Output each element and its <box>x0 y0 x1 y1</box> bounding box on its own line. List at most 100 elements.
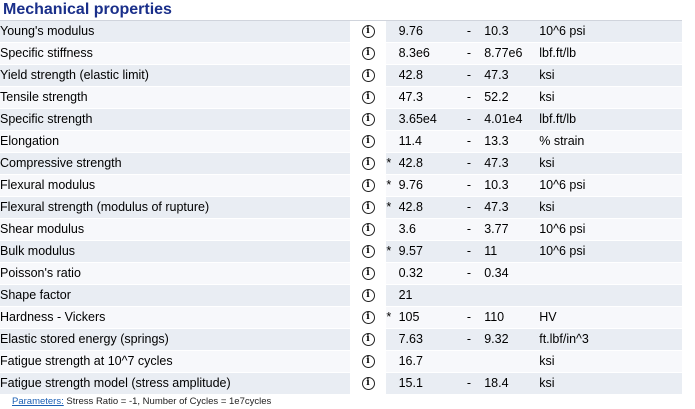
estimate-marker <box>386 218 399 241</box>
info-icon[interactable]: i <box>361 179 375 193</box>
parameters-link[interactable]: Parameters: <box>12 396 64 407</box>
value-low: 47.3 <box>398 86 454 109</box>
estimate-marker <box>386 350 399 373</box>
info-icon[interactable]: i <box>361 267 375 281</box>
property-row: Shape factor i 21 <box>0 284 682 307</box>
info-cell: i <box>349 306 387 329</box>
estimate-marker <box>386 64 399 87</box>
unit: ksi <box>539 152 682 175</box>
value-high: 47.3 <box>484 152 540 175</box>
value-low: 9.57 <box>398 240 454 263</box>
property-row: Specific stiffness i 8.3e6-8.77e6 lbf.ft/lb <box>0 42 682 65</box>
value-high: 110 <box>484 306 540 329</box>
property-row: Elastic stored energy (springs) i 7.63-9.3… <box>0 328 682 351</box>
property-row: Fatigue strength at 10^7 cycles i 16.7 ksi <box>0 350 682 373</box>
info-cell: i <box>349 196 387 219</box>
property-row: Yield strength (elastic limit) i 42.8-47.3… <box>0 64 682 87</box>
property-row: Flexural strength (modulus of rupture) i *… <box>0 196 682 219</box>
info-icon[interactable]: i <box>361 245 375 259</box>
info-cell: i <box>349 108 387 131</box>
range-separator: - <box>453 42 485 65</box>
info-icon[interactable]: i <box>361 25 375 39</box>
info-cell: i <box>349 262 387 285</box>
info-cell: i <box>349 64 387 87</box>
value-low: 7.63 <box>398 328 454 351</box>
property-name: Yield strength (elastic limit) <box>0 64 350 87</box>
value-high: 47.3 <box>484 196 540 219</box>
info-icon[interactable]: i <box>361 311 375 325</box>
property-name: Compressive strength <box>0 152 350 175</box>
range-separator: - <box>453 86 485 109</box>
property-name: Flexural strength (modulus of rupture) <box>0 196 350 219</box>
info-cell: i <box>349 240 387 263</box>
info-icon[interactable]: i <box>361 333 375 347</box>
info-icon[interactable]: i <box>361 377 375 391</box>
range-separator: - <box>453 328 485 351</box>
info-icon[interactable]: i <box>361 289 375 303</box>
value-low: 21 <box>398 284 454 307</box>
info-cell: i <box>349 372 387 395</box>
estimate-marker <box>386 328 399 351</box>
property-row: Specific strength i 3.65e4-4.01e4 lbf.ft/lb <box>0 108 682 131</box>
estimate-marker: * <box>386 240 399 263</box>
range-separator: - <box>453 196 485 219</box>
property-name: Fatigue strength model (stress amplitude… <box>0 372 350 395</box>
value-low: 0.32 <box>398 262 454 285</box>
info-cell: i <box>349 152 387 175</box>
property-row: Bulk modulus i * 9.57-11 10^6 psi <box>0 240 682 263</box>
property-name: Bulk modulus <box>0 240 350 263</box>
value-low: 9.76 <box>398 174 454 197</box>
info-icon[interactable]: i <box>361 157 375 171</box>
info-icon[interactable]: i <box>361 113 375 127</box>
info-icon[interactable]: i <box>361 201 375 215</box>
property-row: Elongation i 11.4-13.3% strain <box>0 130 682 153</box>
value-low: 42.8 <box>398 64 454 87</box>
info-icon[interactable]: i <box>361 91 375 105</box>
info-icon[interactable]: i <box>361 69 375 83</box>
estimate-marker: * <box>386 152 399 175</box>
info-icon[interactable]: i <box>361 135 375 149</box>
unit: 10^6 psi <box>539 174 682 197</box>
unit: ksi <box>539 64 682 87</box>
property-row: Shear modulus i 3.6-3.77 10^6 psi <box>0 218 682 241</box>
unit: % strain <box>539 130 682 153</box>
property-row: Tensile strength i 47.3-52.2 ksi <box>0 86 682 109</box>
property-name: Elastic stored energy (springs) <box>0 328 350 351</box>
range-separator: - <box>453 174 485 197</box>
property-row: Young's modulus i 9.76-10.3 10^6 psi <box>0 21 682 43</box>
property-row: Poisson's ratio i 0.32-0.34 <box>0 262 682 285</box>
value-high: 11 <box>484 240 540 263</box>
unit: 10^6 psi <box>539 240 682 263</box>
range-separator <box>453 350 485 373</box>
unit: ksi <box>539 372 682 395</box>
properties-table: Young's modulus i 9.76-10.3 10^6 psi Specifi… <box>0 21 682 395</box>
range-separator: - <box>453 21 485 43</box>
info-icon[interactable]: i <box>361 47 375 61</box>
property-name: Shape factor <box>0 284 350 307</box>
property-name: Tensile strength <box>0 86 350 109</box>
value-low: 3.6 <box>398 218 454 241</box>
unit: lbf.ft/lb <box>539 108 682 131</box>
info-cell: i <box>349 130 387 153</box>
property-name: Specific stiffness <box>0 42 350 65</box>
info-cell: i <box>349 284 387 307</box>
estimate-marker <box>386 284 399 307</box>
info-cell: i <box>349 86 387 109</box>
value-low: 8.3e6 <box>398 42 454 65</box>
property-name: Flexural modulus <box>0 174 350 197</box>
property-row: Hardness - Vickers i * 105-110 HV <box>0 306 682 329</box>
estimate-marker <box>386 130 399 153</box>
info-cell: i <box>349 328 387 351</box>
info-icon[interactable]: i <box>361 355 375 369</box>
value-high: 52.2 <box>484 86 540 109</box>
estimate-marker: * <box>386 196 399 219</box>
property-name: Young's modulus <box>0 21 350 43</box>
info-cell: i <box>349 350 387 373</box>
info-icon[interactable]: i <box>361 223 375 237</box>
unit: ksi <box>539 196 682 219</box>
section-title: Mechanical properties <box>0 0 682 21</box>
unit <box>539 284 682 307</box>
value-high <box>484 350 540 373</box>
unit: ksi <box>539 350 682 373</box>
